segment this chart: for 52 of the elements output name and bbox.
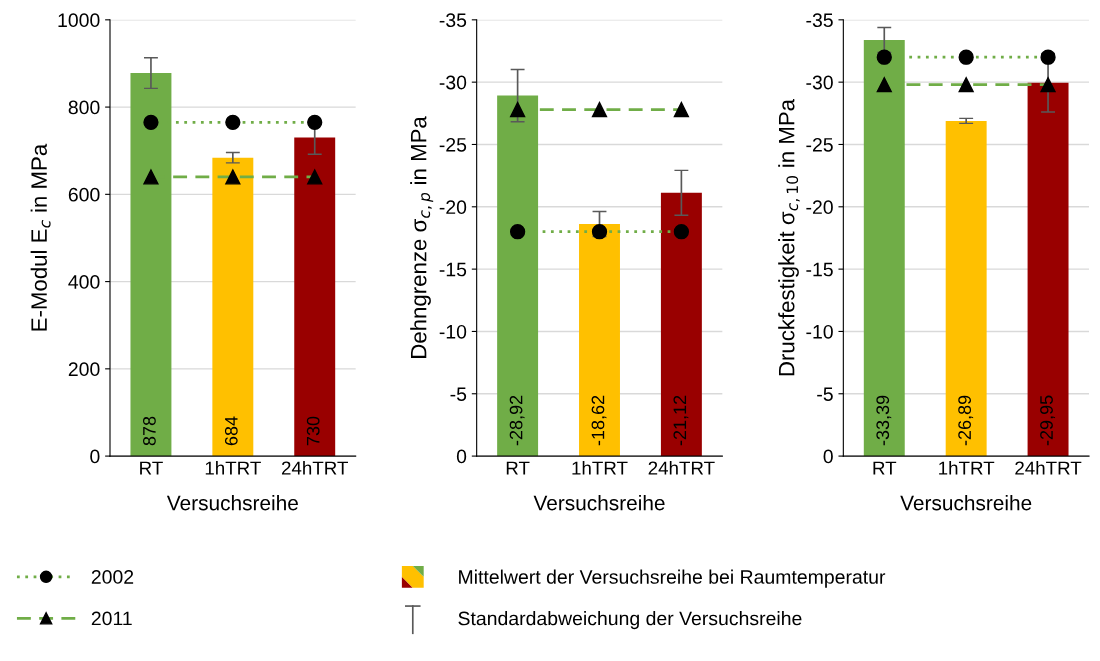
- x-tick-label: RT: [873, 461, 897, 475]
- data-label: -29,95: [1040, 395, 1056, 446]
- y-tick-label: 1000: [58, 13, 100, 28]
- y-tick-label: -25: [806, 137, 833, 152]
- y-tick-label: -15: [439, 262, 467, 277]
- data-label: -21,12: [673, 395, 689, 446]
- y-tick-label: -5: [450, 387, 467, 401]
- y-tick-label: -10: [806, 324, 833, 339]
- bar: [212, 157, 254, 457]
- x-tick-label: RT: [506, 461, 530, 475]
- data-label: -26,89: [958, 395, 974, 446]
- y-tick-label: 200: [68, 362, 100, 377]
- y-axis-title: Druckfestigkeit σ$_{c,10}$ in MPa: [778, 98, 800, 376]
- y-tick-label: 600: [68, 187, 100, 202]
- y-tick-label: -30: [439, 75, 467, 90]
- y-tick-label: 400: [68, 275, 100, 289]
- y-axis-title: Dehngrenze σ$_{c,p}$ in MPa: [410, 116, 434, 358]
- x-tick-label: 24hTRT: [648, 460, 715, 475]
- data-label: 878: [143, 416, 156, 446]
- y-tick-label: -20: [806, 200, 833, 215]
- data-label: -28,92: [509, 395, 525, 446]
- y-tick-label: 0: [90, 449, 100, 464]
- y-tick-label: -35: [439, 13, 467, 28]
- x-tick-label: RT: [140, 461, 163, 475]
- y-tick-label: 0: [456, 449, 467, 464]
- x-axis-title: Versuchsreihe: [533, 495, 665, 511]
- x-tick-label: 1hTRT: [939, 460, 995, 475]
- y-tick-label: -15: [806, 262, 833, 277]
- x-tick-label: 24hTRT: [1015, 460, 1082, 475]
- data-label: -18,62: [591, 395, 607, 446]
- x-tick-label: 24hTRT: [281, 460, 348, 475]
- legend-label: 2011: [91, 611, 132, 626]
- y-tick-label: -30: [806, 75, 833, 90]
- x-tick-label: 1hTRT: [572, 460, 628, 475]
- x-axis-title: Versuchsreihe: [900, 495, 1032, 511]
- y-tick-label: -10: [439, 324, 467, 339]
- text: Standardabweichung der Versuchsreihe: [458, 611, 802, 630]
- bar: [294, 137, 336, 457]
- y-axis-title: E-Modul E$_{c}$ in MPa: [30, 143, 51, 331]
- y-tick-label: -25: [439, 137, 467, 152]
- y-tick-label: 0: [823, 449, 833, 464]
- y-tick-label: -5: [817, 387, 833, 401]
- data-label: 684: [224, 416, 238, 446]
- y-tick-label: -35: [806, 13, 833, 28]
- x-axis-title: Versuchsreihe: [166, 495, 298, 511]
- x-tick-label: 1hTRT: [205, 460, 261, 475]
- data-label: -33,39: [876, 395, 892, 446]
- y-tick-label: -20: [439, 200, 467, 215]
- data-label: 730: [306, 416, 320, 446]
- legend-label: 2002: [91, 570, 134, 584]
- legend-label: Mittelwert der Versuchsreihe bei Raumtemperatur: [459, 569, 886, 588]
- y-tick-label: 800: [68, 100, 100, 115]
